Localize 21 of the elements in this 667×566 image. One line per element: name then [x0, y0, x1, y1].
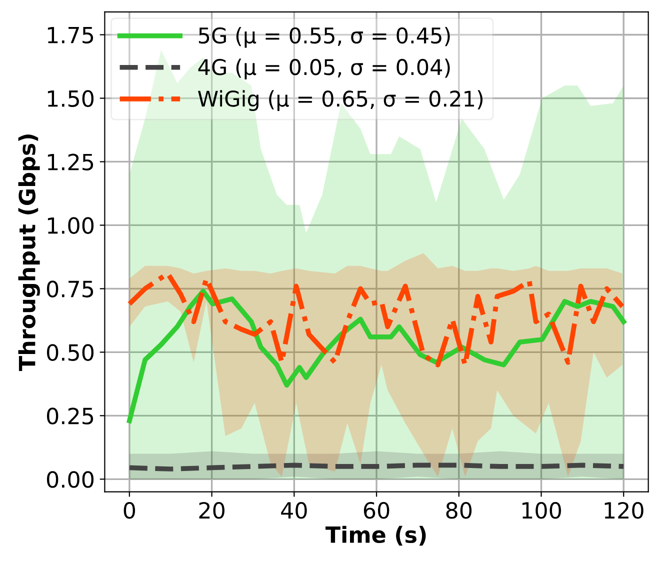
line-series	[127, 288, 626, 424]
x-axis-title: Time (s)	[325, 526, 426, 546]
x-tick-label: 80	[446, 502, 472, 519]
x-tick-label: 0	[124, 502, 136, 519]
y-tick-label: 1.25	[48, 154, 94, 170]
x-tick-label: 40	[281, 502, 307, 519]
y-tick-label: 1.75	[48, 26, 94, 44]
y-tick-label: 0.25	[46, 408, 94, 424]
x-tick-label: 120	[604, 502, 644, 519]
legend-label: 5G (μ = 0.55, σ = 0.45)	[198, 26, 450, 48]
y-tick-label: 0.75	[46, 280, 94, 298]
y-tick-label: 1.00	[48, 217, 94, 234]
y-tick-label: 1.50	[48, 90, 94, 107]
x-tick-label: 60	[364, 502, 390, 519]
x-tick-label: 100	[522, 502, 561, 519]
legend-label: 4G (μ = 0.05, σ = 0.04)	[198, 58, 450, 80]
y-axis-title: Throughput (Gbps)	[18, 134, 40, 371]
y-tick-label: 0.00	[46, 471, 94, 488]
y-tick-label: 0.50	[46, 344, 94, 361]
x-tick-label: 20	[199, 502, 224, 519]
legend-label: WiGig (μ = 0.65, σ = 0.21)	[198, 90, 483, 111]
